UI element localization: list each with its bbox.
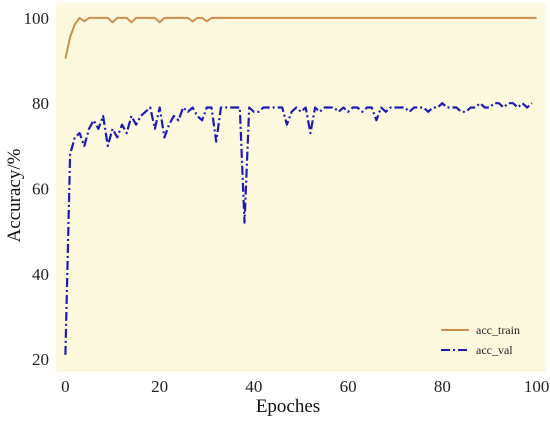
x-tick-label: 0 [61,377,70,396]
y-tick-label: 100 [24,9,50,28]
legend: acc_train acc_val [441,323,520,357]
x-tick-label: 80 [434,377,451,396]
x-tick-label: 40 [245,377,262,396]
y-tick-label: 80 [32,94,49,113]
legend-label-acc-val: acc_val [476,343,513,357]
x-tick-label: 100 [524,377,550,396]
series-line-acc-val [64,102,533,355]
x-tick-labels: 0 20 40 60 80 100 [61,377,549,396]
y-tick-label: 20 [32,350,49,369]
series-layer [64,16,537,355]
legend-label-acc-train: acc_train [476,323,520,337]
x-tick-label: 60 [340,377,357,396]
y-tick-label: 60 [32,180,49,199]
series-line-acc-train [64,16,537,59]
y-axis-label: Accuracy/% [4,148,25,242]
y-tick-labels: 20 40 60 80 100 [24,9,50,369]
x-axis-label: Epoches [256,396,320,417]
plot-background [56,3,546,372]
x-tick-label: 20 [151,377,168,396]
y-tick-label: 40 [32,265,49,284]
